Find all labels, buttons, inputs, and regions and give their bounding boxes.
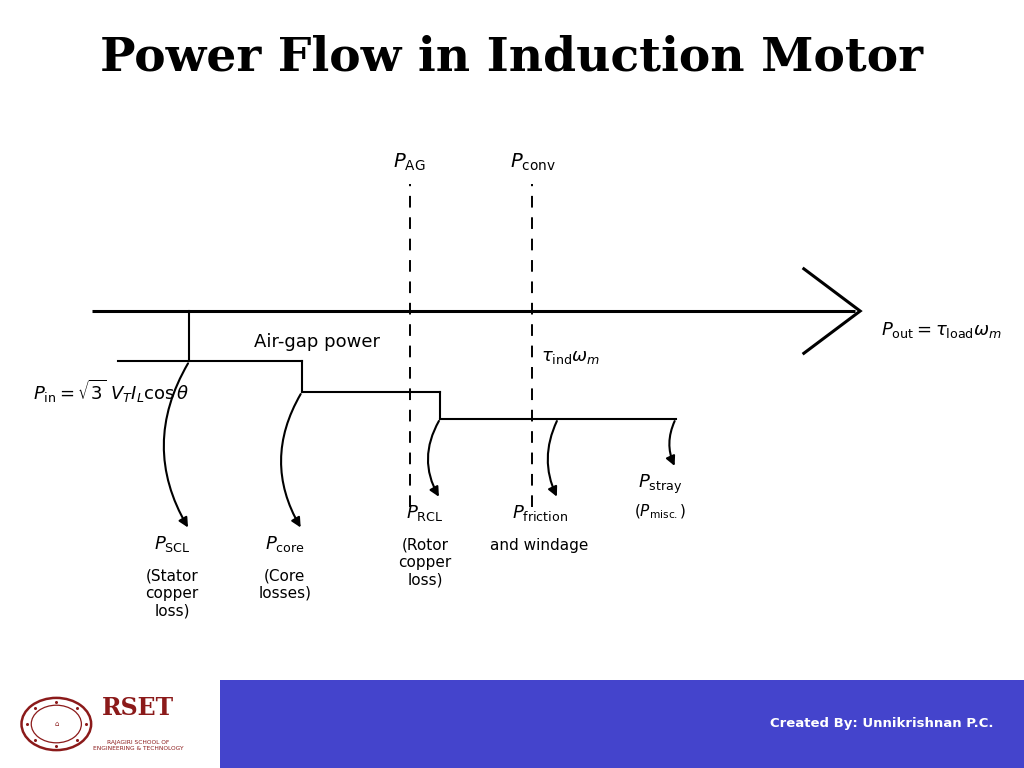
Text: (Stator
copper
loss): (Stator copper loss) — [145, 568, 199, 618]
Text: RSET: RSET — [102, 696, 174, 720]
Text: ⌂: ⌂ — [54, 721, 58, 727]
Text: $P_{\rm AG}$: $P_{\rm AG}$ — [393, 151, 426, 173]
Text: $P_{\rm friction}$: $P_{\rm friction}$ — [512, 503, 567, 523]
Text: $(P_{\rm misc.})$: $(P_{\rm misc.})$ — [634, 503, 687, 521]
Text: RAJAGIRI SCHOOL OF
ENGINEERING & TECHNOLOGY: RAJAGIRI SCHOOL OF ENGINEERING & TECHNOL… — [93, 740, 183, 750]
Text: (Core
losses): (Core losses) — [258, 568, 311, 601]
Text: $\tau_{\rm ind}\omega_m$: $\tau_{\rm ind}\omega_m$ — [541, 348, 600, 366]
Text: (Rotor
copper
loss): (Rotor copper loss) — [398, 538, 452, 588]
Text: $P_{\rm stray}$: $P_{\rm stray}$ — [638, 472, 683, 495]
Text: $P_{\rm in} = \sqrt{3}\ V_T I_L \cos\theta$: $P_{\rm in} = \sqrt{3}\ V_T I_L \cos\the… — [33, 378, 189, 406]
Text: Created By: Unnikrishnan P.C.: Created By: Unnikrishnan P.C. — [770, 717, 993, 730]
Text: $P_{\rm RCL}$: $P_{\rm RCL}$ — [407, 503, 443, 523]
Text: $P_{\rm conv}$: $P_{\rm conv}$ — [510, 151, 555, 173]
Text: $P_{\rm out} = \tau_{\rm load}\omega_m$: $P_{\rm out} = \tau_{\rm load}\omega_m$ — [881, 320, 1001, 340]
Text: and windage: and windage — [490, 538, 589, 553]
Bar — [0, 680, 1024, 768]
Text: $P_{\rm SCL}$: $P_{\rm SCL}$ — [154, 534, 190, 554]
Text: Air-gap power: Air-gap power — [254, 333, 381, 351]
Text: $P_{\rm core}$: $P_{\rm core}$ — [265, 534, 304, 554]
Bar — [0, 680, 220, 768]
Text: Power Flow in Induction Motor: Power Flow in Induction Motor — [100, 35, 924, 81]
